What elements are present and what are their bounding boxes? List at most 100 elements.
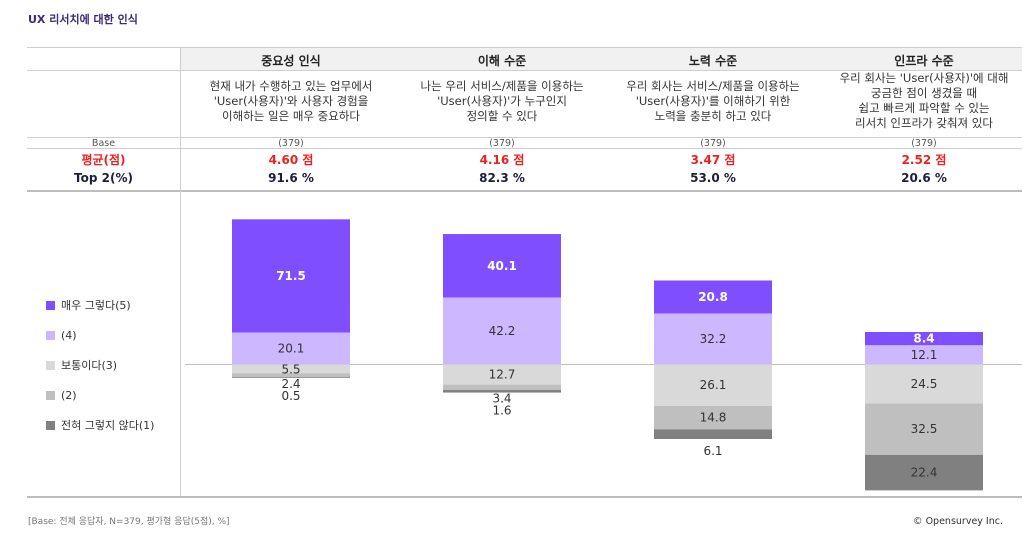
bar-segment [865,454,983,491]
top2-value: 20.6 % [901,171,947,185]
base-divider [27,148,1022,149]
bar-segment [443,297,561,365]
bar-segment [443,364,561,385]
column-title: 이해 수준 [477,54,527,68]
bar-label: 32.5 [911,422,938,436]
legend-item: 보통이다(3) [46,350,154,380]
header-divider [27,70,1022,71]
legend-swatch [46,300,55,310]
bar-label: 12.1 [911,348,938,362]
copyright: © Opensurvey Inc. [913,516,1003,527]
avg-value: 4.60 점 [268,153,314,167]
desc-line: 우리 회사는 서비스/제품을 이용하는 [626,79,800,93]
legend-label: 보통이다(3) [61,359,118,372]
row-label-top2: Top 2(%) [74,171,133,185]
desc-line: 우리 회사는 'User(사용자)'에 대해 [839,71,1009,85]
label-column-divider [180,47,181,497]
top2-value: 53.0 % [690,171,736,185]
bar-label: 8.4 [913,332,934,346]
column-description: 현재 내가 수행하고 있는 업무에서 'User(사용자)'와 사용자 경험을 … [186,79,396,124]
chart-bottom-border [27,496,1022,498]
base-value: (379) [278,138,304,149]
bar-label: 1.6 [492,404,511,418]
base-value: (379) [489,138,515,149]
bar-segment [232,364,350,374]
desc-line: 현재 내가 수행하고 있는 업무에서 [209,79,373,93]
column-description: 나는 우리 서비스/제품을 이용하는 'User(사용자)'가 누구인지 정의할… [397,79,607,124]
legend-label: (2) [61,388,77,402]
row-label-base: Base [91,138,116,149]
base-value: (379) [700,138,726,149]
desc-line: 쉽고 빠르게 파악할 수 있는 [858,101,990,115]
desc-line: 노력을 충분히 하고 있다 [654,109,772,123]
bar-label: 14.8 [700,411,727,425]
bar-label: 22.4 [911,466,938,480]
header-background [180,47,1022,70]
column-description: 우리 회사는 서비스/제품을 이용하는 'User(사용자)'를 이해하기 위한… [608,79,818,124]
desc-divider [27,137,1022,138]
legend-swatch [46,420,55,430]
legend-item: 매우 그렇다(5) [46,290,154,320]
base-value: (379) [911,138,937,149]
top2-value: 91.6 % [268,171,314,185]
avg-value: 4.16 점 [479,153,525,167]
bar-segment [654,429,772,439]
bar-segment [443,390,561,393]
legend-item: (4) [46,320,154,350]
bar-label: 24.5 [911,377,938,391]
legend-swatch [46,330,55,340]
avg-value: 2.52 점 [901,153,947,167]
desc-line: 'User(사용자)'를 이해하기 위한 [635,94,791,108]
column-description: 우리 회사는 'User(사용자)'에 대해 궁금한 점이 생겼을 때 쉽고 빠… [819,71,1023,131]
desc-line: 리서치 인프라가 갖춰져 있다 [855,116,993,130]
desc-line: 나는 우리 서비스/제품을 이용하는 [420,79,584,93]
legend-item: (2) [46,380,154,410]
bar-segment [654,280,772,314]
bar-segment [232,373,350,378]
row-label-avg: 평균(점) [81,153,126,167]
table-bottom-border [27,190,1022,192]
column-title: 인프라 수준 [894,54,954,68]
bar-label: 2.4 [281,377,300,391]
legend-label: (4) [61,328,77,342]
legend-swatch [46,360,55,370]
bar-label: 71.5 [276,269,306,283]
bar-label: 6.1 [703,444,722,458]
desc-line: 궁금한 점이 생겼을 때 [870,86,978,100]
bar-segment [232,377,350,378]
bar-segment [232,219,350,333]
bar-label: 20.8 [698,290,728,304]
desc-line: 'User(사용자)'가 누구인지 [437,94,567,108]
footer-note: [Base: 전체 응답자, N=379, 평가형 응답(5점), %] [28,517,230,527]
page-title: UX 리서치에 대한 인식 [28,13,138,26]
bar-segment [443,234,561,298]
bar-label: 0.5 [281,389,300,403]
legend-item: 전혀 그렇지 않다(1) [46,410,154,440]
bar-segment [865,345,983,365]
table-top-border [27,47,1022,48]
desc-line: 정의할 수 있다 [466,109,538,123]
bar-label: 12.7 [489,368,516,382]
bar-label: 5.5 [281,363,300,377]
bar-segment [865,403,983,455]
legend: 매우 그렇다(5) (4) 보통이다(3) (2) 전혀 그렇지 않다(1) [46,290,154,440]
top2-value: 82.3 % [479,171,525,185]
legend-label: 전혀 그렇지 않다(1) [61,419,155,432]
bar-label: 20.1 [278,342,305,356]
bar-label: 40.1 [487,259,517,273]
desc-line: 'User(사용자)'와 사용자 경험을 [213,94,369,108]
bar-segment [865,332,983,346]
column-title: 중요성 인식 [261,54,321,68]
bars-group: 71.5 20.1 5.52.40.5 40.1 42.2 12.7 3.41.6 20.8 3… [232,219,983,491]
legend-label: 매우 그렇다(5) [61,299,131,312]
bar-segment [654,313,772,365]
bar-segment [654,405,772,430]
bar-segment [232,332,350,365]
bar-label: 3.4 [492,392,511,406]
bar-segment [865,364,983,404]
bar-segment [654,364,772,406]
bar-label: 26.1 [700,378,727,392]
avg-value: 3.47 점 [690,153,736,167]
desc-line: 이해하는 일은 매우 중요하다 [222,109,360,123]
